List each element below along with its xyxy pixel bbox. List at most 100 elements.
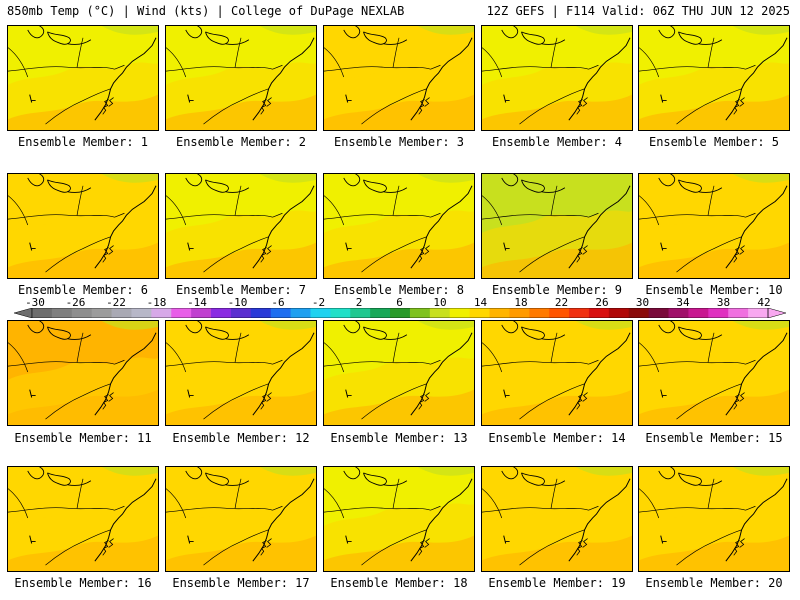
ensemble-member-label: Ensemble Member: 19 (488, 576, 626, 590)
colorbar-tick-label: -6 (271, 296, 285, 309)
ensemble-member-map (481, 320, 633, 426)
ensemble-member-map (638, 466, 790, 572)
temperature-colorbar (14, 308, 786, 318)
ensemble-member-label: Ensemble Member: 15 (645, 431, 783, 445)
colorbar-segment (748, 308, 769, 318)
colorbar-tick-label: -10 (227, 296, 248, 309)
ensemble-member-map (7, 25, 159, 131)
colorbar-segment (728, 308, 749, 318)
colorbar-tick-label: 42 (757, 296, 771, 309)
ensemble-member-map (7, 320, 159, 426)
ensemble-member-map (165, 25, 317, 131)
ensemble-member-map (638, 173, 790, 279)
ensemble-member-map (638, 320, 790, 426)
colorbar-segment (310, 308, 331, 318)
colorbar-low-arrow (14, 308, 33, 318)
ensemble-member-label: Ensemble Member: 16 (14, 576, 152, 590)
colorbar-segment (648, 308, 670, 318)
ensemble-member-map (165, 173, 317, 279)
ensemble-member-map (638, 25, 790, 131)
colorbar-tick-label: 38 (716, 296, 731, 309)
ensemble-member-label: Ensemble Member: 20 (645, 576, 783, 590)
ensemble-member-label: Ensemble Member: 18 (330, 576, 468, 590)
ensemble-member-map (323, 466, 475, 572)
ensemble-member-map (323, 173, 475, 279)
colorbar-tick-label: 14 (473, 296, 488, 309)
ensemble-member-map (323, 320, 475, 426)
colorbar-segment (628, 308, 650, 318)
colorbar-segment (668, 308, 689, 318)
ensemble-member-map (165, 466, 317, 572)
ensemble-member-label: Ensemble Member: 2 (175, 135, 307, 149)
colorbar-tick-label: -2 (311, 296, 326, 309)
colorbar-segment (688, 308, 709, 318)
ensemble-member-label: Ensemble Member: 12 (172, 431, 310, 445)
colorbar-segment (290, 308, 311, 318)
ensemble-member-label: Ensemble Member: 8 (333, 283, 465, 297)
ensemble-member-map (7, 173, 159, 279)
ensemble-member-label: Ensemble Member: 11 (14, 431, 152, 445)
colorbar-tick-label: -22 (106, 296, 126, 309)
colorbar-segment (469, 308, 491, 318)
colorbar-segment (250, 308, 272, 318)
ensemble-member-map (481, 25, 633, 131)
colorbar-tick-label: 22 (554, 296, 569, 309)
colorbar-segment (131, 308, 152, 318)
colorbar-tick-label: 30 (635, 296, 650, 309)
colorbar-segment (390, 308, 411, 318)
colorbar-tick-label: -14 (187, 296, 207, 309)
colorbar-segment (449, 308, 471, 318)
run-valid-time: 12Z GEFS | F114 Valid: 06Z THU JUN 12 20… (486, 4, 790, 18)
ensemble-member-label: Ensemble Member: 4 (491, 135, 623, 149)
colorbar-segment (350, 308, 371, 318)
ensemble-member-map (323, 25, 475, 131)
colorbar-segment (708, 308, 729, 318)
ensemble-member-label: Ensemble Member: 7 (175, 283, 307, 297)
colorbar-tick-label: 34 (676, 296, 690, 309)
ensemble-member-map (165, 320, 317, 426)
ensemble-member-label: Ensemble Member: 10 (645, 283, 783, 297)
ensemble-member-label: Ensemble Member: 1 (17, 135, 149, 149)
colorbar-high-arrow (767, 308, 786, 318)
colorbar-segment (32, 308, 53, 318)
ensemble-member-map (7, 466, 159, 572)
colorbar-tick-label: -26 (65, 296, 86, 309)
colorbar-segment (191, 308, 212, 318)
ensemble-member-label: Ensemble Member: 9 (491, 283, 623, 297)
colorbar-segment (370, 308, 391, 318)
colorbar-segment (489, 308, 510, 318)
ensemble-member-label: Ensemble Member: 17 (172, 576, 310, 590)
colorbar-tick-label: -30 (25, 296, 45, 309)
colorbar-segment (111, 308, 132, 318)
ensemble-member-map (481, 173, 633, 279)
colorbar-segment (330, 308, 351, 318)
colorbar-tick-label: 6 (396, 296, 403, 309)
colorbar-segment (230, 308, 252, 318)
ensemble-member-map (481, 466, 633, 572)
colorbar-tick-label: 10 (433, 296, 447, 309)
colorbar-segment (608, 308, 630, 318)
colorbar-segment (151, 308, 172, 318)
map-title: 850mb Temp (°C) | Wind (kts) | College o… (7, 4, 405, 18)
ensemble-member-label: Ensemble Member: 13 (330, 431, 468, 445)
colorbar-tick-label: 26 (595, 296, 609, 309)
ensemble-member-label: Ensemble Member: 3 (333, 135, 465, 149)
ensemble-member-label: Ensemble Member: 6 (17, 283, 149, 297)
colorbar-segment (171, 308, 192, 318)
colorbar-segment (409, 308, 431, 318)
ensemble-member-label: Ensemble Member: 5 (648, 135, 780, 149)
colorbar-tick-label: 2 (355, 296, 363, 309)
ensemble-member-label: Ensemble Member: 14 (488, 431, 626, 445)
colorbar-segment (588, 308, 610, 318)
colorbar-tick-label: -18 (146, 296, 167, 309)
colorbar-segment (51, 308, 73, 318)
colorbar-segment (429, 308, 451, 318)
colorbar-segment (211, 308, 232, 318)
colorbar-segment (270, 308, 292, 318)
colorbar-tick-label: 18 (514, 296, 528, 309)
colorbar-segment (71, 308, 93, 318)
colorbar-segment (529, 308, 550, 318)
colorbar-segment (549, 308, 570, 318)
colorbar-segment (91, 308, 113, 318)
colorbar-segment (569, 308, 590, 318)
